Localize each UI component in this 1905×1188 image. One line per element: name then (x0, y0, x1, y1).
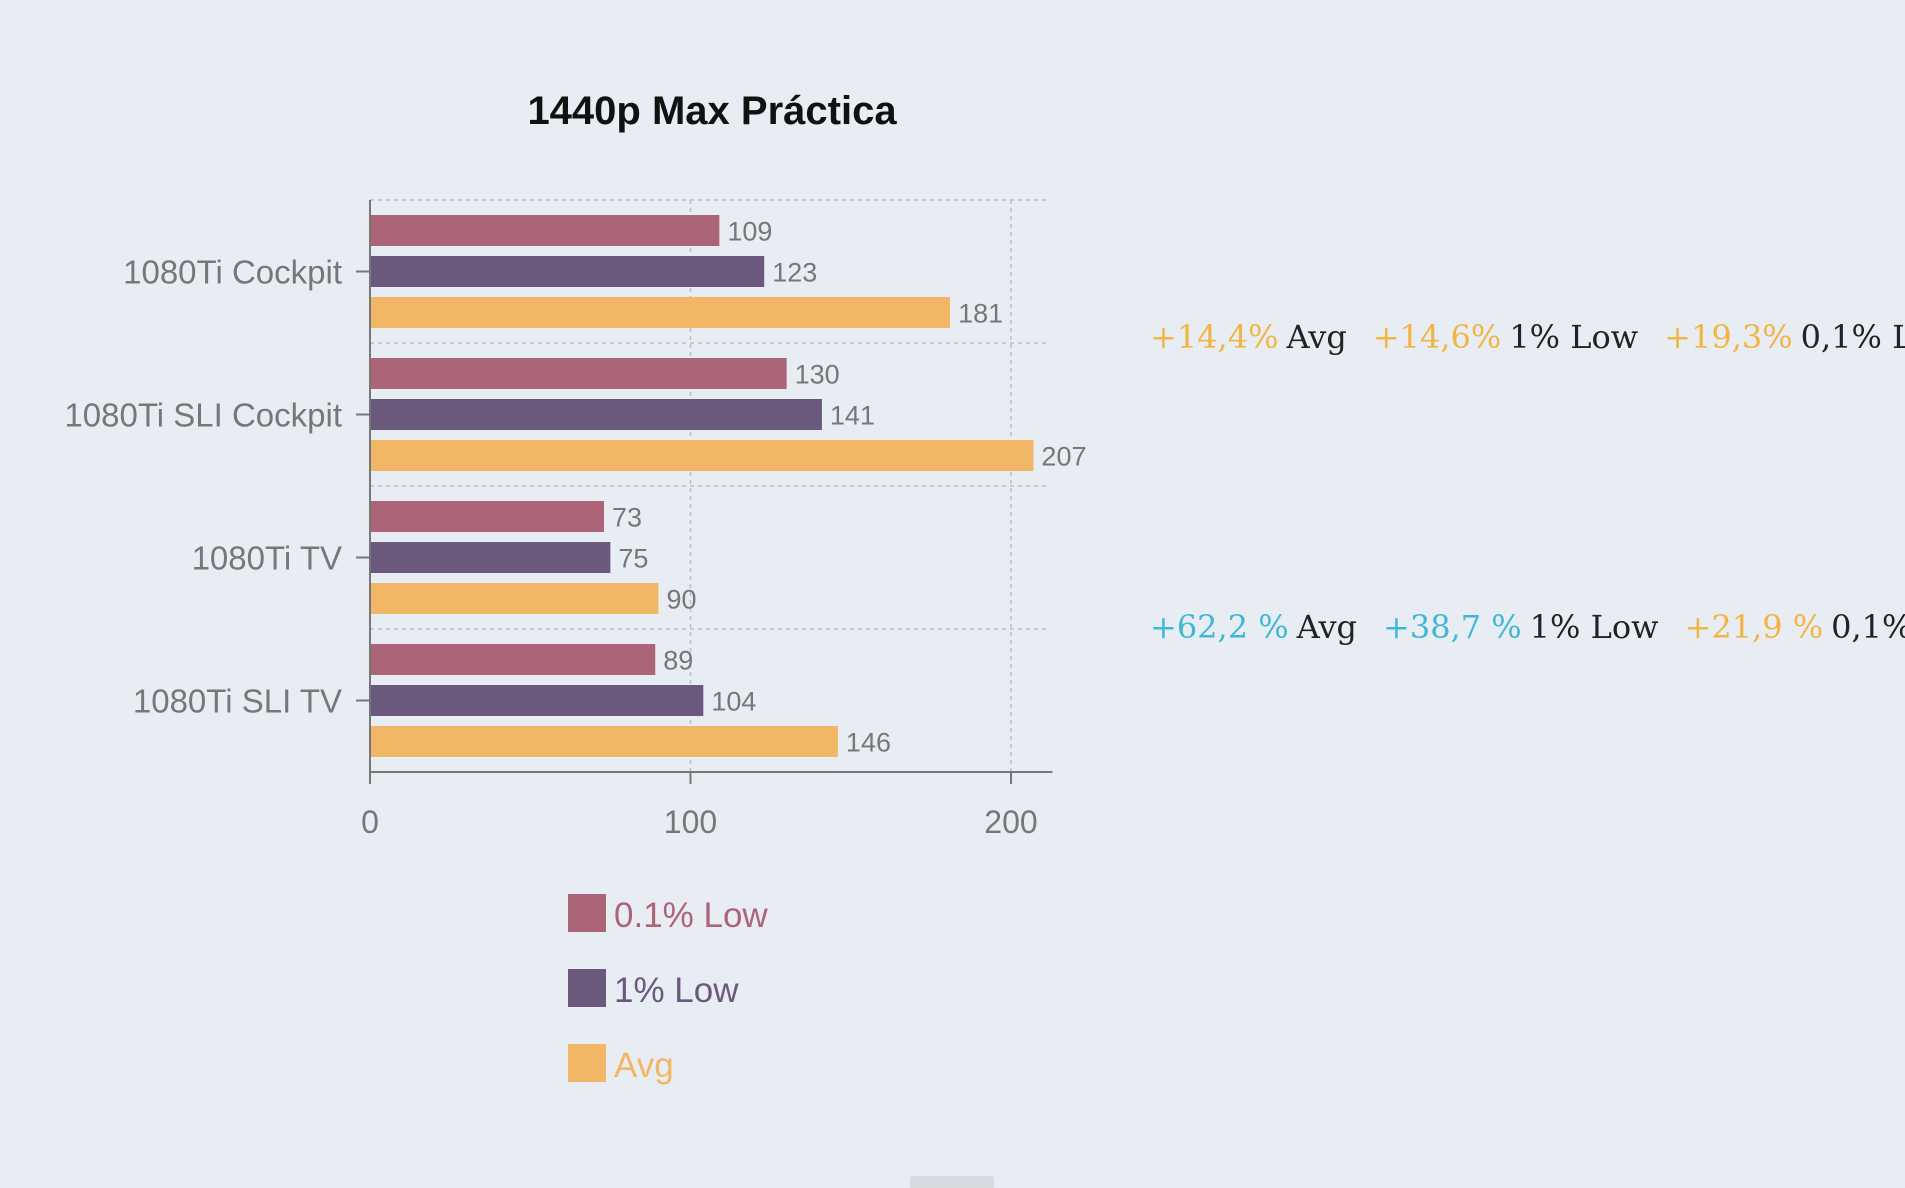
comparison-metric: Avg (1296, 608, 1358, 646)
legend-swatch[interactable] (568, 969, 606, 1007)
comparison-metric: Avg (1286, 318, 1347, 356)
bars (370, 215, 1034, 757)
comparison-row-cockpit: +14,4%Avg +14,6%1% Low +19,3%0,1% Low (1150, 318, 1905, 356)
scroll-handle[interactable] (910, 1176, 994, 1188)
category-label: 1080Ti TV (192, 540, 342, 577)
comparison-item: +38,7 % 1% Low (1383, 608, 1658, 646)
category-label: 1080Ti SLI Cockpit (64, 397, 342, 434)
data-label: 90 (666, 585, 696, 615)
bar[interactable] (370, 256, 765, 287)
bar[interactable] (370, 685, 704, 716)
comparison-percent: +21,9 % (1684, 608, 1824, 646)
comparison-metric: 0,1% Low (1831, 608, 1905, 646)
comparison-item: +14,4% Avg (1150, 318, 1347, 356)
comparison-percent: +14,4% (1150, 318, 1279, 356)
legend-swatch[interactable] (568, 894, 606, 932)
legend: 0.1% Low 1% Low Avg (568, 894, 768, 1085)
legend-label[interactable]: 0.1% Low (614, 896, 768, 935)
bar[interactable] (370, 644, 656, 675)
chart-title: 1440p Max Práctica (527, 89, 897, 133)
data-label: 73 (612, 503, 642, 533)
data-label: 141 (830, 401, 875, 431)
legend-label[interactable]: 1% Low (614, 971, 739, 1010)
data-label: 181 (958, 299, 1003, 329)
comparison-metric: 1% Low (1509, 318, 1639, 356)
comparison-row-tv: +62,2 %Avg +38,7 %1% Low +21,9 %0,1% Low (1150, 608, 1905, 646)
bar[interactable] (370, 358, 787, 389)
x-tick-label: 0 (361, 804, 379, 840)
legend-swatch[interactable] (568, 1044, 606, 1082)
comparison-item: +14,6% 1% Low (1373, 318, 1638, 356)
legend-label[interactable]: Avg (614, 1046, 674, 1085)
data-label: 123 (772, 258, 817, 288)
bar[interactable] (370, 726, 838, 757)
bar[interactable] (370, 440, 1034, 471)
x-tick-label: 100 (664, 804, 717, 840)
bar[interactable] (370, 399, 822, 430)
data-label: 75 (618, 544, 648, 574)
bar[interactable] (370, 215, 720, 246)
comparison-item: +21,9 %0,1% Low (1685, 608, 1905, 646)
comparison-percent: +19,3% (1664, 318, 1793, 356)
comparison-percent: +62,2 % (1150, 608, 1289, 646)
bar[interactable] (370, 542, 611, 573)
data-label: 130 (795, 360, 840, 390)
comparison-metric: 0,1% Low (1800, 318, 1905, 356)
data-label: 104 (711, 687, 756, 717)
comparison-percent: +14,6% (1372, 318, 1502, 356)
bar[interactable] (370, 583, 659, 614)
comparison-item: +19,3%0,1% Low (1664, 318, 1905, 356)
category-label: 1080Ti SLI TV (133, 683, 342, 720)
data-label: 109 (727, 217, 772, 247)
grid-lines (370, 199, 1050, 772)
comparison-metric: 1% Low (1529, 608, 1659, 646)
x-tick-label: 200 (984, 804, 1037, 840)
comparison-item: +62,2 % Avg (1150, 608, 1357, 646)
data-label: 207 (1041, 442, 1086, 472)
data-label: 89 (663, 646, 693, 676)
comparison-percent: +38,7 % (1383, 608, 1522, 646)
category-label: 1080Ti Cockpit (123, 254, 342, 291)
axes: 1080Ti Cockpit 1080Ti SLI Cockpit 1080Ti T… (64, 200, 1053, 840)
bar[interactable] (370, 501, 604, 532)
bar[interactable] (370, 297, 951, 328)
data-label: 146 (846, 728, 891, 758)
